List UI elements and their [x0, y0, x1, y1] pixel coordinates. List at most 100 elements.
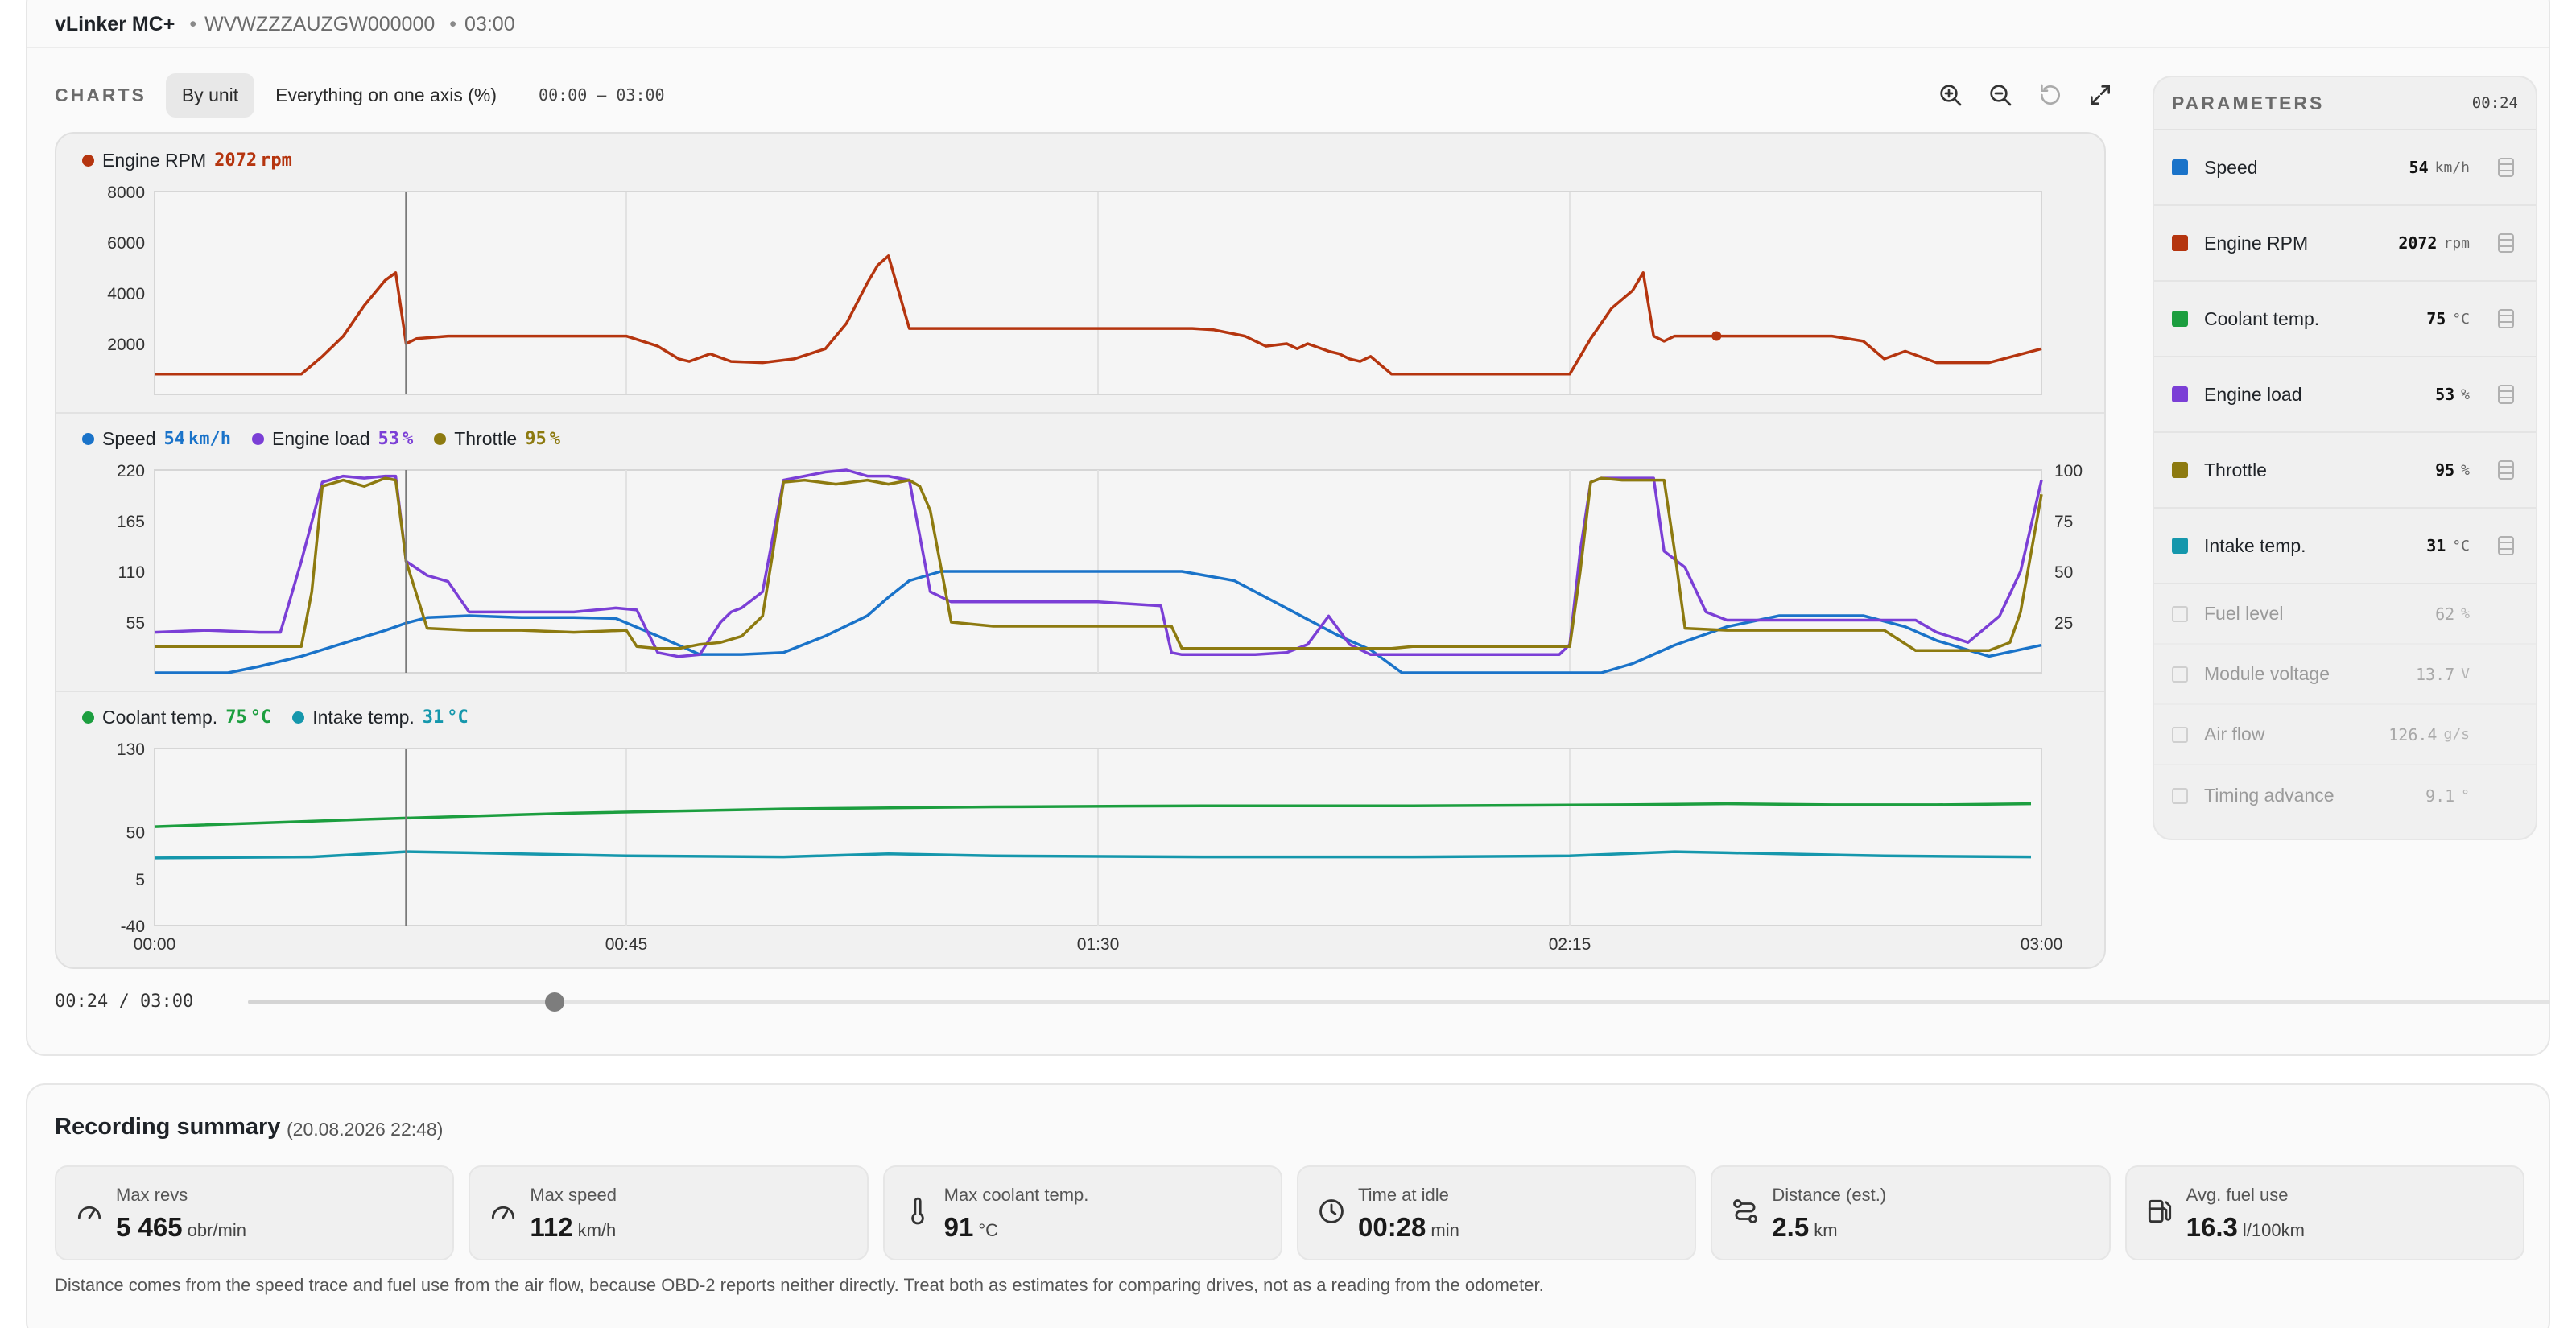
- parameter-row-fuel-level[interactable]: Fuel level 62%: [2154, 584, 2536, 645]
- tile-value: 5 465 obr/min: [116, 1212, 246, 1243]
- tile-number: 91: [943, 1212, 974, 1242]
- playback-thumb[interactable]: [545, 992, 565, 1012]
- legend-rpm-unit: rpm: [260, 151, 292, 171]
- route-icon: [1730, 1196, 1761, 1227]
- series-line-throttle: [155, 476, 2043, 653]
- fullscreen-icon[interactable]: [2085, 80, 2116, 110]
- x-tick-label: 03:00: [2021, 935, 2063, 954]
- tile-label: Avg. fuel use: [2186, 1185, 2289, 1205]
- reset-zoom-icon[interactable]: [2035, 80, 2066, 110]
- parameter-unit: °: [2461, 787, 2470, 804]
- parameter-row-throttle[interactable]: Throttle 95%: [2154, 433, 2536, 509]
- tile-label: Max coolant temp.: [943, 1185, 1089, 1205]
- temp-legend: Coolant temp. 75 °C Intake temp. 31 °C: [82, 707, 478, 728]
- parameter-row-engine-load[interactable]: Engine load 53%: [2154, 357, 2536, 433]
- parameters-time: 00:24: [2471, 94, 2518, 112]
- parameter-row-speed[interactable]: Speed 54 km/h: [2154, 130, 2536, 206]
- legend-throttle-unit: %: [549, 429, 560, 449]
- series-line-coolant-temp: [154, 802, 2032, 828]
- legend-throttle[interactable]: Throttle 95 %: [434, 428, 560, 450]
- gauge-icon: [74, 1196, 105, 1227]
- y-tick-label: 5: [135, 871, 145, 889]
- parameter-row-module-voltage[interactable]: Module voltage 13.7 V: [2154, 645, 2536, 705]
- tab-by-unit[interactable]: By unit: [165, 72, 255, 118]
- legend-intake-unit: °C: [447, 707, 469, 728]
- drag-handle-icon[interactable]: [2494, 384, 2518, 405]
- drag-handle-icon[interactable]: [2494, 233, 2518, 254]
- y-tick-label: 2000: [107, 336, 145, 354]
- charts-toolbar: CHARTS By unit Everything on one axis (%…: [55, 72, 2116, 118]
- parameter-row-engine-rpm[interactable]: Engine RPM 2072 rpm: [2154, 206, 2536, 282]
- parameter-value: 75: [2426, 309, 2446, 328]
- chart-panel[interactable]: Engine RPM 2072 rpm Speed 54 km/h Engine…: [55, 132, 2106, 969]
- playback-track[interactable]: [248, 992, 2550, 1012]
- parameter-name: Air flow: [2204, 724, 2265, 744]
- tile-value: 16.3 l/100km: [2186, 1212, 2305, 1243]
- parameter-color-swatch[interactable]: [2172, 159, 2188, 175]
- parameter-color-swatch[interactable]: [2172, 386, 2188, 402]
- summary-tile: Time at idle 00:28 min: [1296, 1165, 1697, 1260]
- chart-controls: [1935, 72, 2116, 118]
- tab-one-axis[interactable]: Everything on one axis (%): [275, 84, 497, 105]
- y-tick-label: 165: [117, 513, 145, 531]
- drag-handle-icon[interactable]: [2494, 308, 2518, 329]
- parameter-checkbox[interactable]: [2172, 726, 2188, 743]
- parameter-row-timing-advance[interactable]: Timing advance 9.1 °: [2154, 765, 2536, 826]
- legend-intake[interactable]: Intake temp. 31 °C: [292, 707, 469, 728]
- parameter-row-coolant-temp[interactable]: Coolant temp. 75 °C: [2154, 282, 2536, 357]
- legend-intake-name: Intake temp.: [312, 707, 415, 728]
- drag-handle-icon[interactable]: [2494, 535, 2518, 556]
- tile-number: 2.5: [1772, 1212, 1810, 1242]
- time-series-plots[interactable]: 2000 4000 6000 8000 55 110 165 220 25 50 75 100 00:0…: [56, 134, 2106, 969]
- summary-tile: Max revs 5 465 obr/min: [55, 1165, 455, 1260]
- tile-number: 16.3: [2186, 1212, 2238, 1242]
- drag-handle-icon[interactable]: [2494, 460, 2518, 480]
- zoom-out-icon[interactable]: [1985, 80, 2016, 110]
- parameter-unit: rpm: [2443, 234, 2470, 252]
- y-right-tick-label: 25: [2054, 614, 2073, 633]
- x-tick-label: 00:45: [605, 935, 648, 954]
- parameters-panel: PARAMETERS 00:24 Speed 54 km/h Engine RPM 20…: [2153, 76, 2537, 840]
- zoom-in-icon[interactable]: [1935, 80, 1966, 110]
- summary-date: (20.08.2026 22:48): [287, 1119, 444, 1140]
- parameter-value: 9.1: [2425, 786, 2455, 806]
- parameter-color-swatch[interactable]: [2172, 462, 2188, 478]
- parameter-checkbox[interactable]: [2172, 666, 2188, 683]
- tile-number: 00:28: [1357, 1212, 1426, 1242]
- legend-load[interactable]: Engine load 53 %: [252, 428, 413, 450]
- y-right-tick-label: 100: [2054, 462, 2083, 480]
- tile-value: 00:28 min: [1358, 1212, 1459, 1243]
- drag-handle-icon[interactable]: [2494, 157, 2518, 178]
- legend-rpm[interactable]: Engine RPM 2072 rpm: [82, 150, 292, 171]
- legend-throttle-name: Throttle: [454, 428, 518, 449]
- parameter-color-swatch[interactable]: [2172, 538, 2188, 554]
- parameter-name: Timing advance: [2204, 785, 2334, 806]
- charts-label: CHARTS: [55, 84, 147, 105]
- legend-rpm-value: 2072: [214, 151, 258, 171]
- parameter-name: Throttle: [2204, 459, 2267, 480]
- tile-unit: l/100km: [2242, 1220, 2305, 1240]
- section-divider: [56, 691, 2104, 692]
- parameter-checkbox[interactable]: [2172, 787, 2188, 804]
- parameter-checkbox[interactable]: [2172, 605, 2188, 622]
- parameter-row-air-flow[interactable]: Air flow 126.4 g/s: [2154, 705, 2536, 765]
- parameters-header: PARAMETERS 00:24: [2154, 77, 2536, 130]
- tile-unit: obr/min: [187, 1220, 246, 1240]
- legend-speed-dot: [82, 433, 94, 445]
- legend-coolant[interactable]: Coolant temp. 75 °C: [82, 707, 271, 728]
- parameter-color-swatch[interactable]: [2172, 235, 2188, 251]
- tile-unit: km/h: [577, 1220, 617, 1240]
- legend-load-value: 53: [378, 429, 400, 449]
- y-tick-label: 220: [117, 462, 145, 480]
- parameter-color-swatch[interactable]: [2172, 311, 2188, 327]
- parameter-value: 13.7: [2415, 664, 2455, 684]
- vin: WVWZZZAUZGW000000: [189, 13, 435, 36]
- legend-speed[interactable]: Speed 54 km/h: [82, 428, 231, 450]
- parameter-name: Engine load: [2204, 383, 2302, 405]
- summary-tile: Max speed 112 km/h: [469, 1165, 869, 1260]
- time-range: 00:00 – 03:00: [539, 85, 665, 105]
- legend-load-dot: [252, 433, 264, 445]
- section-divider: [56, 412, 2104, 414]
- legend-speed-value: 54: [163, 429, 186, 449]
- parameter-row-intake-temp[interactable]: Intake temp. 31 °C: [2154, 509, 2536, 584]
